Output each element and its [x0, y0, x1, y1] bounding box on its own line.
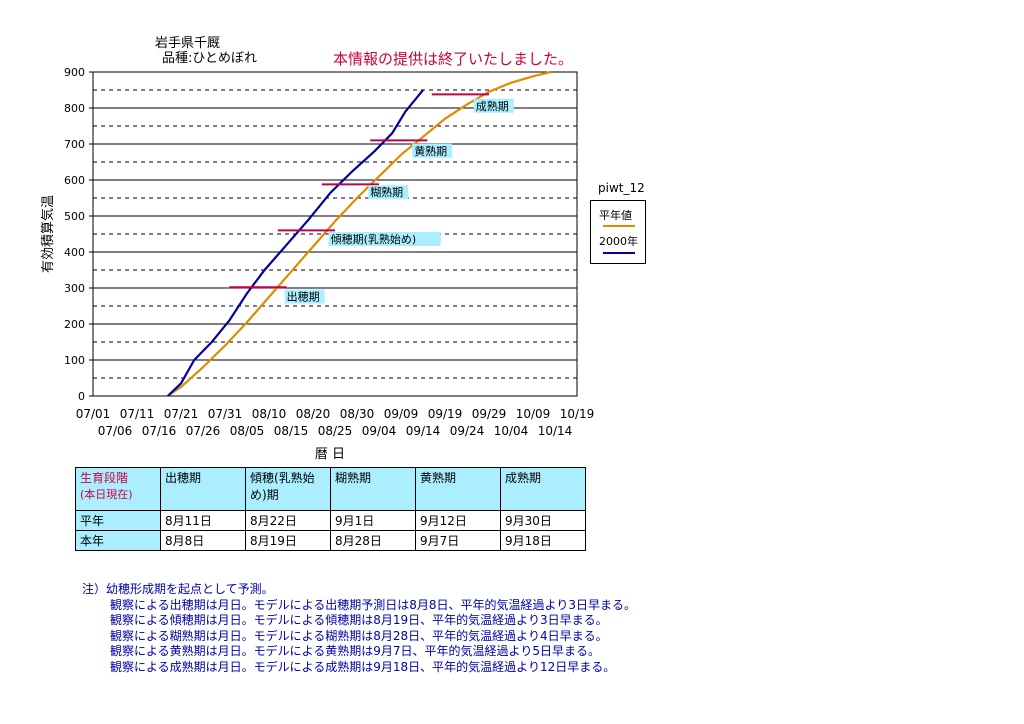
table-row: 平年 8月11日 8月22日 9月1日 9月12日 9月30日 [75, 510, 586, 531]
x-axis-label: 暦 日 [315, 447, 345, 462]
y-tick-label: 400 [64, 246, 85, 259]
y-tick-label: 500 [64, 210, 85, 223]
y-tick-label: 800 [64, 102, 85, 115]
x-tick-label: 08/20 [296, 407, 331, 421]
legend-swatch-normal [603, 225, 635, 227]
notes-intro: 注）幼穂形成期を起点として予測。 [82, 582, 274, 596]
y-tick-label: 100 [64, 354, 85, 367]
col-heading: 出穂期 [160, 467, 246, 511]
x-tick-label: 08/30 [340, 407, 375, 421]
table-cell: 8月11日 [160, 510, 246, 531]
x-tick-label: 09/14 [406, 424, 441, 438]
col-mature: 成熟期 [500, 467, 586, 511]
stage-table-header: 生育段階 (本日現在) 出穂期 傾穂(乳熟始め)期 糊熟期 黄熟期 成熟期 [75, 467, 586, 511]
x-tick-label: 07/11 [120, 407, 155, 421]
y-axis-label: 有効積算気温 [40, 195, 56, 273]
series-normal-line [167, 70, 551, 397]
table-cell: 9月12日 [415, 510, 501, 531]
x-tick-label: 08/10 [252, 407, 287, 421]
x-tick-label: 07/16 [142, 424, 177, 438]
x-tick-label: 07/31 [208, 407, 243, 421]
note-line: 観察による出穂期は月日。モデルによる出穂期予測日は8月8日、平年的気温経過より3… [110, 597, 636, 612]
y-tick-label: 300 [64, 282, 85, 295]
stage-annotation-bg [328, 232, 441, 246]
stage-annotation-bg [368, 185, 409, 200]
x-tick-label: 08/15 [274, 424, 309, 438]
y-tick-label: 700 [64, 138, 85, 151]
col-ripening: 傾穂(乳熟始め)期 [245, 467, 331, 511]
x-tick-label: 10/19 [560, 407, 595, 421]
x-tick-label: 09/29 [472, 407, 507, 421]
y-tick-label: 200 [64, 318, 85, 331]
y-tick-label: 900 [64, 66, 85, 79]
stage-annotation: 傾穂期(乳熟始め) [331, 232, 417, 246]
x-tick-label: 10/09 [516, 407, 551, 421]
legend-label-2000: 2000年 [599, 235, 638, 248]
legend-label-normal: 平年値 [599, 209, 632, 222]
table-row: 本年 8月8日 8月19日 8月28日 9月7日 9月18日 [75, 530, 586, 551]
stage-annotation-bg [473, 98, 514, 113]
y-tick-label: 0 [78, 390, 85, 403]
row-label-this-year: 本年 [75, 530, 161, 551]
growth-stage-table: 生育段階 (本日現在) 出穂期 傾穂(乳熟始め)期 糊熟期 黄熟期 成熟期 平年… [75, 467, 586, 551]
legend-swatch-2000 [603, 252, 635, 254]
series-2000-line [167, 89, 424, 397]
x-tick-label: 10/14 [538, 424, 573, 438]
x-tick-label: 09/19 [428, 407, 463, 421]
stage-annotation-bg [412, 143, 453, 158]
x-tick-label: 09/04 [362, 424, 397, 438]
x-tick-label: 10/04 [494, 424, 529, 438]
x-tick-label: 07/26 [186, 424, 221, 438]
stage-table-corner: 生育段階 (本日現在) [75, 467, 161, 511]
note-line: 観察による成熟期は月日。モデルによる成熟期は9月18日、平年的気温経過より12日… [110, 659, 616, 674]
note-line: 観察による傾穂期は月日。モデルによる傾穂期は8月19日、平年的気温経過より3日早… [110, 613, 608, 627]
chart-legend: 平年値 2000年 [590, 200, 646, 264]
col-yellow: 黄熟期 [415, 467, 501, 511]
x-tick-label: 08/05 [230, 424, 265, 438]
table-cell: 8月8日 [160, 530, 246, 551]
corner-line1: 生育段階 [80, 471, 129, 485]
x-tick-label: 07/21 [164, 407, 199, 421]
table-cell: 9月18日 [500, 530, 586, 551]
note-line: 観察による糊熟期は月日。モデルによる糊熟期は8月28日、平年的気温経過より4日早… [110, 628, 608, 643]
stage-annotation-bg [284, 289, 325, 304]
y-tick-label: 600 [64, 174, 85, 187]
stage-annotation: 出穂期 [287, 290, 320, 304]
table-cell: 9月7日 [415, 530, 501, 551]
stage-annotation: 黄熟期 [414, 144, 447, 158]
x-tick-label: 08/25 [318, 424, 353, 438]
table-cell: 8月19日 [245, 530, 331, 551]
x-tick-label: 09/24 [450, 424, 485, 438]
legend-title: piwt_12 [598, 181, 645, 195]
notes: 注）幼穂形成期を起点として予測。 観察による出穂期は月日。モデルによる出穂期予測… [82, 582, 636, 675]
accumulated-temperature-chart: 0 100 200 300 400 500 600 700 800 900 07/01 07/11 07… [40, 66, 595, 462]
row-label-normal: 平年 [75, 510, 161, 531]
location-title: 岩手県千厩 [155, 36, 221, 51]
x-tick-label: 09/09 [384, 407, 419, 421]
service-ended-notice: 本情報の提供は終了いたしました。 [333, 50, 574, 68]
x-tick-label: 07/01 [76, 407, 111, 421]
variety-title: 品種:ひとめぼれ [162, 51, 257, 66]
table-cell: 8月28日 [330, 530, 416, 551]
stage-annotation: 成熟期 [476, 99, 509, 113]
x-tick-label: 07/06 [98, 424, 133, 438]
table-cell: 9月1日 [330, 510, 416, 531]
table-cell: 8月22日 [245, 510, 331, 531]
col-dough: 糊熟期 [330, 467, 416, 511]
note-line: 観察による黄熟期は月日。モデルによる黄熟期は9月7日、平年的気温経過より5日早ま… [110, 644, 600, 658]
corner-line2: (本日現在) [80, 488, 133, 501]
stage-annotation: 糊熟期 [370, 185, 403, 199]
table-cell: 9月30日 [500, 510, 586, 531]
